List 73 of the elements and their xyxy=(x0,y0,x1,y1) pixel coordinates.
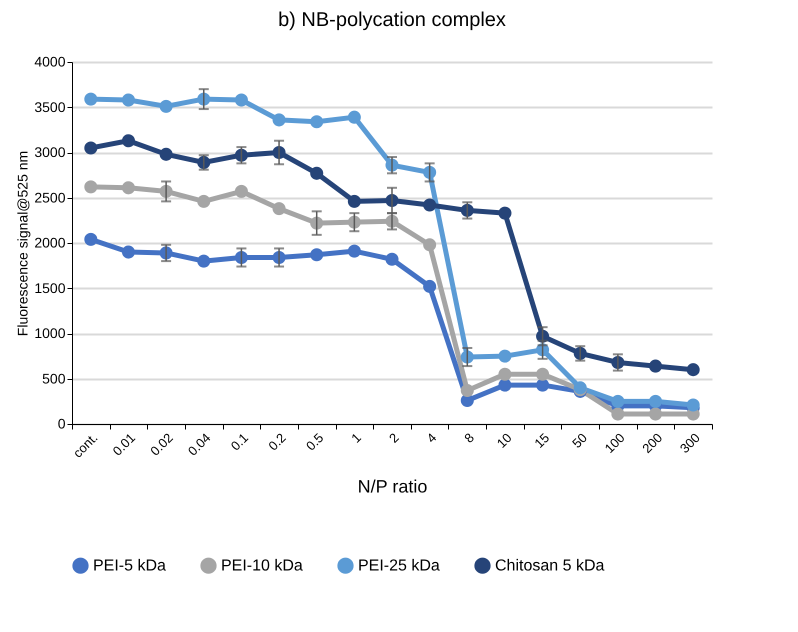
point xyxy=(498,350,512,363)
point xyxy=(160,148,173,161)
x-tick-label: 2 xyxy=(386,430,402,446)
point xyxy=(686,363,700,376)
y-tick-label: 4000 xyxy=(34,54,66,70)
x-axis-title: N/P ratio xyxy=(358,476,428,497)
x-tick-label: 4 xyxy=(424,430,440,446)
point xyxy=(348,244,361,258)
point xyxy=(649,360,662,373)
y-axis-title: Fluorescence signal@525 nm xyxy=(14,150,30,336)
point xyxy=(122,246,135,259)
x-tick-label: 0.1 xyxy=(228,430,252,454)
legend-label: PEI-10 kDa xyxy=(221,558,303,575)
chart-title: b) NB-polycation complex xyxy=(278,9,506,31)
y-tick-label: 3500 xyxy=(34,98,66,115)
point xyxy=(348,110,361,124)
x-tick-label: 0.5 xyxy=(303,430,326,454)
point xyxy=(234,94,248,107)
point xyxy=(460,384,474,398)
point xyxy=(536,378,550,392)
point xyxy=(84,141,98,154)
point xyxy=(122,134,135,148)
x-tick-label: 10 xyxy=(494,430,515,451)
point xyxy=(611,394,624,408)
x-tick-label: 300 xyxy=(676,430,703,456)
point xyxy=(84,180,98,194)
point xyxy=(272,202,286,216)
point xyxy=(197,254,210,268)
x-tick-label: cont. xyxy=(70,430,101,461)
y-tick-label: 1500 xyxy=(34,280,66,296)
point xyxy=(423,280,436,293)
y-tick-label: 3000 xyxy=(34,144,66,160)
y-tick-label: 0 xyxy=(58,416,66,432)
point xyxy=(649,408,662,421)
point xyxy=(197,194,210,208)
point xyxy=(310,166,324,180)
point xyxy=(310,248,324,262)
point xyxy=(423,198,436,212)
point xyxy=(385,252,399,266)
point xyxy=(234,184,248,198)
point xyxy=(122,94,135,107)
point xyxy=(498,206,512,220)
point xyxy=(649,394,662,408)
point xyxy=(611,408,624,421)
x-tick-label: 0.04 xyxy=(184,430,214,459)
x-tick-label: 100 xyxy=(602,430,628,456)
y-tick-label: 2500 xyxy=(34,189,66,206)
x-tick-label: 15 xyxy=(531,430,552,451)
x-tick-label: 8 xyxy=(461,430,477,446)
legend-label: PEI-25 kDa xyxy=(358,558,440,575)
x-tick-label: 50 xyxy=(569,430,590,451)
y-tick-label: 500 xyxy=(42,370,66,386)
point xyxy=(310,115,324,128)
point xyxy=(122,181,135,194)
legend-label: PEI-5 kDa xyxy=(93,558,166,575)
x-tick-label: 0.2 xyxy=(265,430,289,454)
y-tick-label: 1000 xyxy=(34,325,66,341)
x-tick-label: 0.02 xyxy=(147,430,176,459)
point xyxy=(498,368,512,381)
x-tick-label: 1 xyxy=(348,430,364,446)
x-tick-label: 0.01 xyxy=(110,430,138,459)
point xyxy=(272,113,286,126)
point xyxy=(348,194,361,208)
point xyxy=(686,398,700,412)
legend-label: Chitosan 5 kDa xyxy=(495,558,604,575)
point xyxy=(160,100,173,113)
x-tick-label: 200 xyxy=(639,430,666,456)
point xyxy=(423,238,436,252)
point xyxy=(536,368,550,381)
point xyxy=(84,232,98,246)
y-tick-label: 2000 xyxy=(34,234,66,250)
point xyxy=(84,92,98,106)
point xyxy=(498,378,512,392)
